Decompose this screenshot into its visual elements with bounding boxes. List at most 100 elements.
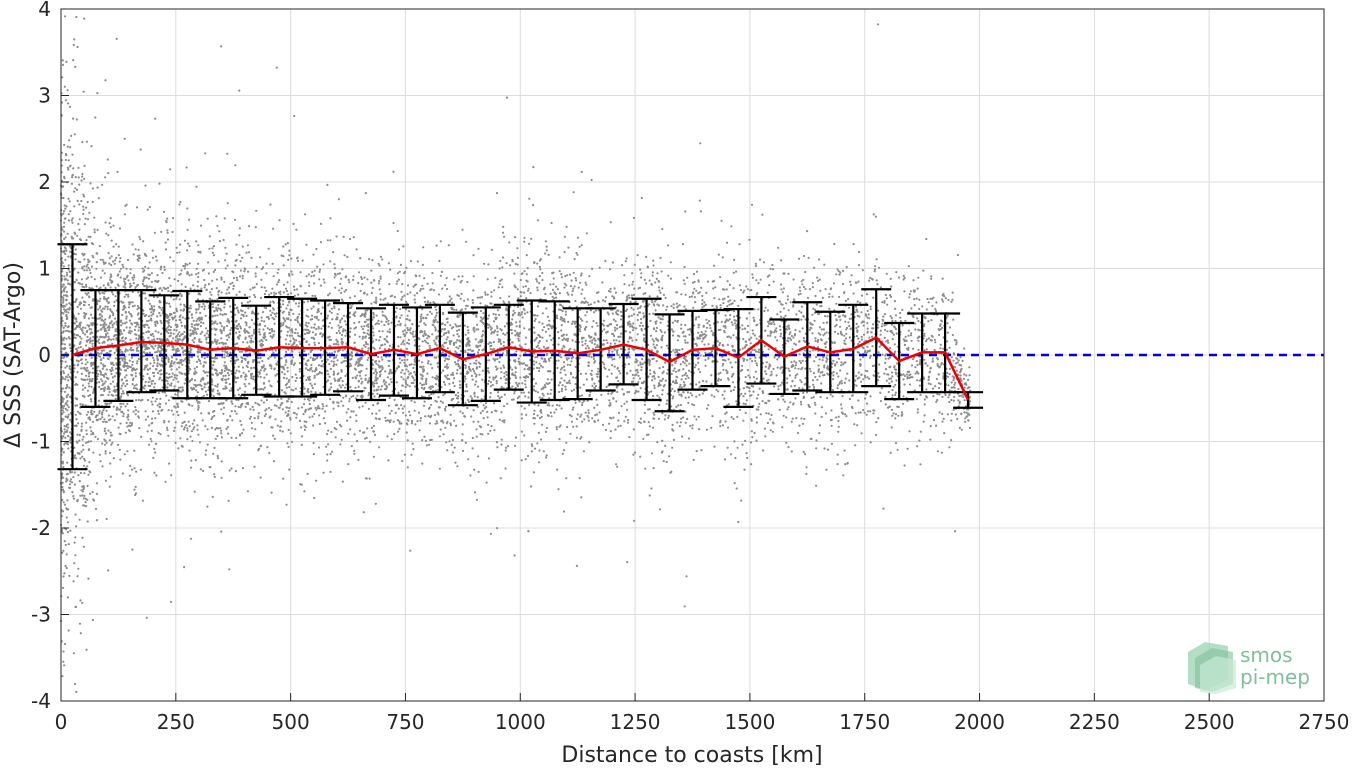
scatter-point: [585, 373, 587, 375]
scatter-point: [694, 301, 696, 303]
scatter-point: [588, 347, 590, 349]
scatter-point: [253, 359, 255, 361]
scatter-point: [918, 349, 920, 351]
scatter-point: [481, 296, 483, 298]
scatter-point: [844, 463, 846, 465]
scatter-point: [223, 365, 225, 367]
scatter-point: [947, 299, 949, 301]
scatter-point: [293, 289, 295, 291]
scatter-point: [182, 389, 184, 391]
scatter-point: [197, 276, 199, 278]
scatter-point: [148, 315, 150, 317]
scatter-point: [686, 364, 688, 366]
scatter-point: [126, 383, 128, 385]
scatter-point: [523, 392, 525, 394]
scatter-point: [62, 286, 64, 288]
scatter-point: [550, 393, 552, 395]
scatter-point: [612, 417, 614, 419]
scatter-point: [221, 477, 223, 479]
scatter-point: [223, 407, 225, 409]
scatter-point: [256, 283, 258, 285]
scatter-point: [389, 397, 391, 399]
scatter-point: [177, 381, 179, 383]
scatter-point: [221, 460, 223, 462]
scatter-point: [126, 326, 128, 328]
scatter-point: [99, 298, 101, 300]
scatter-point: [403, 362, 405, 364]
scatter-point: [94, 116, 96, 118]
scatter-point: [75, 176, 77, 178]
scatter-point: [204, 425, 206, 427]
scatter-point: [687, 402, 689, 404]
scatter-point: [368, 408, 370, 410]
scatter-point: [332, 401, 334, 403]
scatter-point: [119, 329, 121, 331]
scatter-point: [747, 288, 749, 290]
scatter-point: [200, 225, 202, 227]
scatter-point: [967, 379, 969, 381]
scatter-point: [666, 461, 668, 463]
scatter-point: [269, 329, 271, 331]
scatter-point: [962, 360, 964, 362]
scatter-point: [64, 86, 66, 88]
scatter-point: [527, 530, 529, 532]
scatter-point: [400, 299, 402, 301]
scatter-point: [144, 315, 146, 317]
scatter-point: [949, 373, 951, 375]
scatter-point: [390, 378, 392, 380]
scatter-point: [539, 336, 541, 338]
scatter-point: [685, 575, 687, 577]
scatter-point: [395, 353, 397, 355]
scatter-point: [943, 432, 945, 434]
scatter-point: [87, 218, 89, 220]
scatter-point: [424, 297, 426, 299]
scatter-point: [407, 370, 409, 372]
scatter-point: [587, 409, 589, 411]
scatter-point: [687, 391, 689, 393]
scatter-point: [780, 259, 782, 261]
scatter-point: [895, 392, 897, 394]
scatter-point: [458, 365, 460, 367]
scatter-point: [317, 319, 319, 321]
scatter-point: [148, 444, 150, 446]
scatter-point: [580, 293, 582, 295]
scatter-point: [124, 205, 126, 207]
scatter-point: [86, 336, 88, 338]
scatter-point: [234, 164, 236, 166]
scatter-point: [286, 334, 288, 336]
scatter-point: [806, 230, 808, 232]
scatter-point: [891, 317, 893, 319]
scatter-point: [478, 471, 480, 473]
scatter-point: [450, 340, 452, 342]
scatter-point: [935, 301, 937, 303]
scatter-point: [644, 279, 646, 281]
scatter-point: [886, 304, 888, 306]
scatter-point: [716, 360, 718, 362]
scatter-point: [868, 313, 870, 315]
scatter-point: [312, 295, 314, 297]
scatter-point: [227, 202, 229, 204]
scatter-point: [402, 412, 404, 414]
scatter-point: [311, 271, 313, 273]
scatter-point: [722, 344, 724, 346]
scatter-point: [166, 429, 168, 431]
scatter-point: [685, 335, 687, 337]
scatter-point: [880, 334, 882, 336]
scatter-point: [206, 394, 208, 396]
scatter-point: [684, 362, 686, 364]
scatter-point: [586, 378, 588, 380]
scatter-point: [869, 410, 871, 412]
scatter-point: [224, 247, 226, 249]
scatter-point: [214, 269, 216, 271]
scatter-point: [594, 387, 596, 389]
scatter-point: [839, 326, 841, 328]
scatter-point: [741, 365, 743, 367]
scatter-point: [420, 366, 422, 368]
scatter-point: [114, 263, 116, 265]
scatter-point: [409, 319, 411, 321]
scatter-point: [319, 271, 321, 273]
scatter-point: [226, 325, 228, 327]
scatter-point: [130, 268, 132, 270]
scatter-point: [755, 362, 757, 364]
scatter-point: [821, 339, 823, 341]
